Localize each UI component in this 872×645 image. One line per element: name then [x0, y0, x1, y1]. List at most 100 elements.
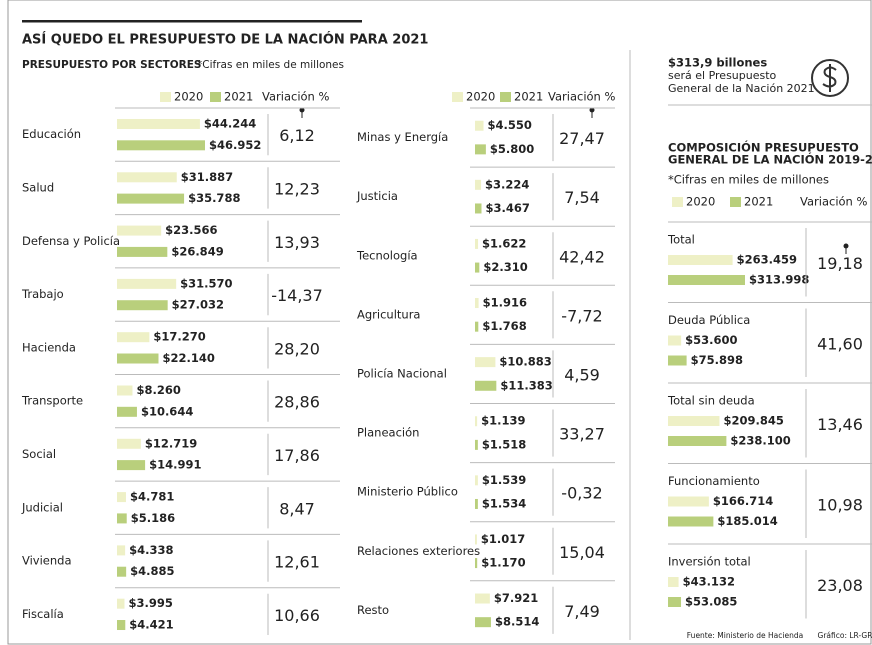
variation-value: 27,47	[559, 129, 605, 148]
variation-value: 33,27	[559, 425, 605, 444]
bar	[117, 460, 146, 471]
value-label: $10.644	[141, 404, 193, 418]
variation-value: 15,04	[559, 543, 605, 562]
bar	[117, 172, 177, 183]
value-label: $4.781	[130, 490, 174, 504]
value-label: $10.883	[499, 355, 551, 369]
bar	[117, 278, 177, 289]
value-label: $53.085	[685, 595, 737, 609]
value-label: $5.186	[131, 511, 175, 525]
bar	[117, 332, 150, 343]
frame	[7, 0, 872, 645]
value-label: $4.338	[129, 543, 173, 557]
value-label: $1.518	[482, 437, 526, 451]
value-label: $1.534	[482, 496, 526, 510]
bar	[668, 577, 679, 587]
variation-value: 7,54	[564, 188, 600, 207]
category-label: Policía Nacional	[357, 366, 447, 380]
variation-value: 28,86	[274, 393, 320, 412]
value-label: $4.550	[488, 118, 532, 132]
bar	[117, 513, 127, 524]
credit: Gráfico: LR-GR	[818, 631, 872, 640]
bar	[475, 179, 482, 190]
dollar-sign	[822, 64, 837, 92]
bar	[475, 380, 497, 391]
bar	[475, 439, 478, 450]
bar	[668, 255, 733, 265]
bar	[117, 385, 133, 396]
bar	[668, 335, 682, 346]
variation-value: 28,20	[274, 339, 320, 358]
bar	[668, 416, 720, 426]
bar	[117, 598, 125, 609]
bar	[117, 140, 205, 151]
bar	[668, 496, 709, 507]
variation-value: 10,98	[817, 495, 863, 514]
variation-value: -0,32	[561, 484, 602, 503]
category-label: Trabajo	[21, 287, 64, 301]
bar	[475, 498, 478, 509]
value-label: $75.898	[691, 353, 743, 367]
category-label: Judicial	[21, 500, 63, 514]
legend-label: 2021	[514, 90, 543, 104]
variation-value: 19,18	[817, 254, 863, 273]
value-label: $7.921	[494, 591, 538, 605]
variation-value: 23,08	[817, 576, 863, 595]
bar	[475, 238, 479, 249]
highlight-amount: $313,9 billones	[668, 56, 767, 70]
highlight-line: será el Presupuesto	[668, 69, 777, 82]
variation-value: 7,49	[564, 602, 600, 621]
legend-label: 2021	[224, 90, 253, 104]
category-label: Deuda Pública	[668, 313, 750, 327]
variation-value: 17,86	[274, 446, 320, 465]
value-label: $3.995	[128, 596, 172, 610]
variation-header: Variación %	[548, 90, 615, 104]
value-label: $4.885	[130, 564, 174, 578]
value-label: $313.998	[749, 273, 809, 287]
variation-value: -7,72	[561, 306, 602, 325]
bar	[475, 475, 478, 486]
bar	[668, 355, 687, 366]
category-label: Social	[22, 447, 56, 461]
value-label: $43.132	[683, 575, 735, 589]
variation-value: 42,42	[559, 247, 605, 266]
variation-value: 10,66	[274, 606, 320, 625]
title: ASÍ QUEDO EL PRESUPUESTO DE LA NACIÓN PA…	[22, 32, 428, 48]
category-label: Relaciones exteriores	[357, 544, 480, 558]
value-label: $3.467	[485, 201, 529, 215]
legend-swatch	[500, 92, 511, 102]
value-label: $1.539	[482, 473, 526, 487]
bar	[117, 492, 126, 503]
category-label: Ministerio Público	[357, 485, 458, 499]
comp-title: GENERAL DE LA NACIÓN 2019-2020	[668, 152, 872, 167]
dollar-icon	[811, 59, 849, 97]
value-label: $1.170	[481, 556, 525, 570]
category-label: Justicia	[356, 189, 398, 203]
value-label: $11.383	[500, 378, 552, 392]
legend-label: 2020	[686, 195, 715, 209]
variation-value: 4,59	[564, 365, 600, 384]
category-label: Funcionamiento	[668, 474, 760, 488]
bar	[475, 617, 491, 628]
value-label: $1.017	[481, 532, 525, 546]
bar	[117, 118, 200, 129]
value-label: $8.260	[136, 383, 180, 397]
bar	[117, 620, 126, 631]
legend-swatch	[672, 197, 683, 207]
value-label: $4.421	[129, 618, 173, 632]
bar	[117, 353, 159, 364]
comp-note: *Cifras en miles de millones	[668, 173, 829, 187]
subtitle: PRESUPUESTO POR SECTORES	[22, 59, 201, 71]
category-label: Planeación	[357, 426, 419, 440]
value-label: $8.514	[495, 615, 539, 629]
category-label: Hacienda	[22, 340, 76, 354]
variation-value: 12,61	[274, 553, 320, 572]
bar	[117, 545, 126, 556]
value-label: $238.100	[730, 434, 790, 448]
category-label: Defensa y Policía	[22, 234, 120, 248]
value-label: $185.014	[717, 514, 777, 528]
value-label: $14.991	[149, 458, 201, 472]
value-label: $23.566	[165, 223, 217, 237]
category-label: Tecnología	[356, 248, 418, 262]
bar	[475, 144, 486, 155]
